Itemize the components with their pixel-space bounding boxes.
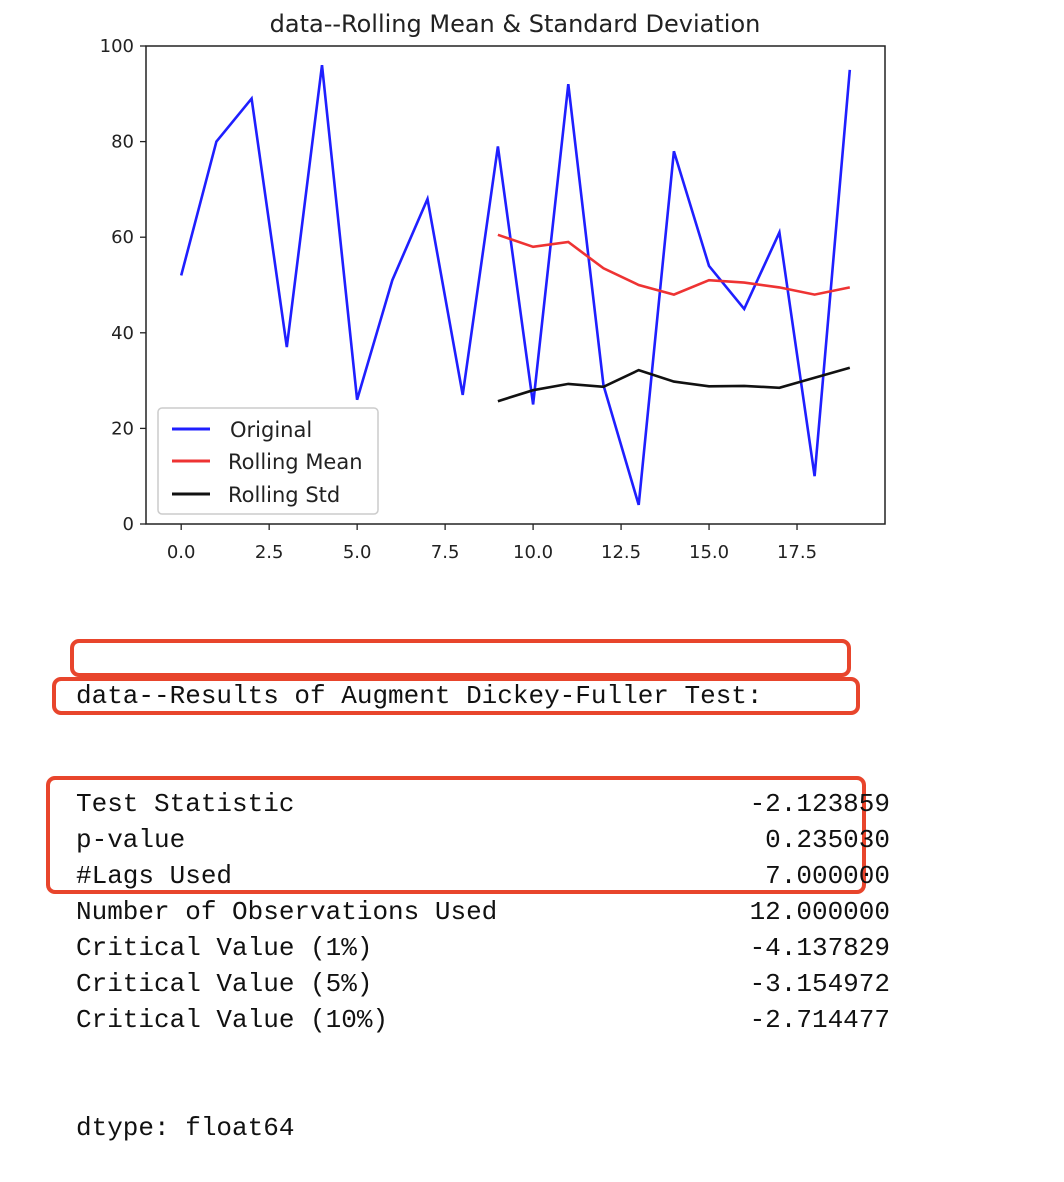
plot-area	[179, 64, 852, 506]
result-row: #Lags Used 7.000000	[76, 858, 890, 894]
axes: 0.0 2.5 5.0 7.5 10.0 12.5 15.0 17.5 0 20 40 60 80 100	[100, 36, 817, 563]
adf-results-output: data--Results of Augment Dickey-Fuller T…	[76, 606, 890, 1182]
x-tick-label: 2.5	[255, 542, 284, 563]
results-footer: dtype: float64	[76, 1113, 295, 1143]
legend-label-rolling-mean: Rolling Mean	[228, 450, 363, 474]
series-line-original	[179, 64, 852, 506]
chart-legend: Original Rolling Mean Rolling Std	[157, 407, 379, 515]
y-tick-label: 0	[123, 514, 134, 535]
result-label: Test Statistic	[76, 789, 295, 819]
y-tick-label: 100	[100, 36, 134, 57]
result-row: Critical Value (5%) -3.154972	[76, 966, 890, 1002]
result-row: Critical Value (1%) -4.137829	[76, 930, 890, 966]
highlight-critical-values	[46, 776, 866, 894]
x-tick-label: 10.0	[513, 542, 553, 563]
result-label: Critical Value (1%)	[76, 933, 373, 963]
x-tick-label: 15.0	[689, 542, 729, 563]
legend-label-original: Original	[230, 418, 312, 442]
chart-title: data--Rolling Mean & Standard Deviation	[270, 10, 761, 38]
results-header: data--Results of Augment Dickey-Fuller T…	[76, 681, 763, 711]
result-value: 12.000000	[749, 897, 890, 927]
result-label: Critical Value (10%)	[76, 1005, 389, 1035]
y-tick-label: 60	[111, 227, 134, 248]
result-row: Number of Observations Used 12.000000	[76, 894, 890, 930]
result-value: -3.154972	[749, 969, 890, 999]
result-label: Critical Value (5%)	[76, 969, 373, 999]
legend-box	[157, 407, 379, 515]
series-line-rolling-std	[497, 366, 851, 403]
result-row: p-value 0.235030	[76, 822, 890, 858]
y-tick-label: 40	[111, 323, 134, 344]
x-tick-label: 17.5	[777, 542, 817, 563]
x-tick-label: 12.5	[601, 542, 641, 563]
result-value: 7.000000	[765, 861, 890, 891]
result-row: Test Statistic -2.123859	[76, 786, 890, 822]
y-tick-label: 20	[111, 418, 134, 439]
result-value: -2.123859	[749, 789, 890, 819]
result-value: -2.714477	[749, 1005, 890, 1035]
result-row: Critical Value (10%) -2.714477	[76, 1002, 890, 1038]
result-label: p-value	[76, 825, 186, 855]
result-value: 0.235030	[765, 825, 890, 855]
result-label: #Lags Used	[76, 861, 233, 891]
highlight-test-statistic	[70, 639, 851, 677]
y-tick-label: 80	[111, 132, 134, 153]
plot-frame	[145, 45, 886, 525]
rolling-stats-chart: data--Rolling Mean & Standard Deviation …	[100, 10, 886, 563]
x-tick-label: 7.5	[431, 542, 460, 563]
series-line-rolling-mean	[497, 233, 851, 296]
x-tick-label: 0.0	[167, 542, 196, 563]
result-value: -4.137829	[749, 933, 890, 963]
result-label: Number of Observations Used	[76, 897, 498, 927]
legend-label-rolling-std: Rolling Std	[228, 483, 340, 507]
x-tick-label: 5.0	[343, 542, 372, 563]
highlight-p-value	[52, 677, 860, 715]
